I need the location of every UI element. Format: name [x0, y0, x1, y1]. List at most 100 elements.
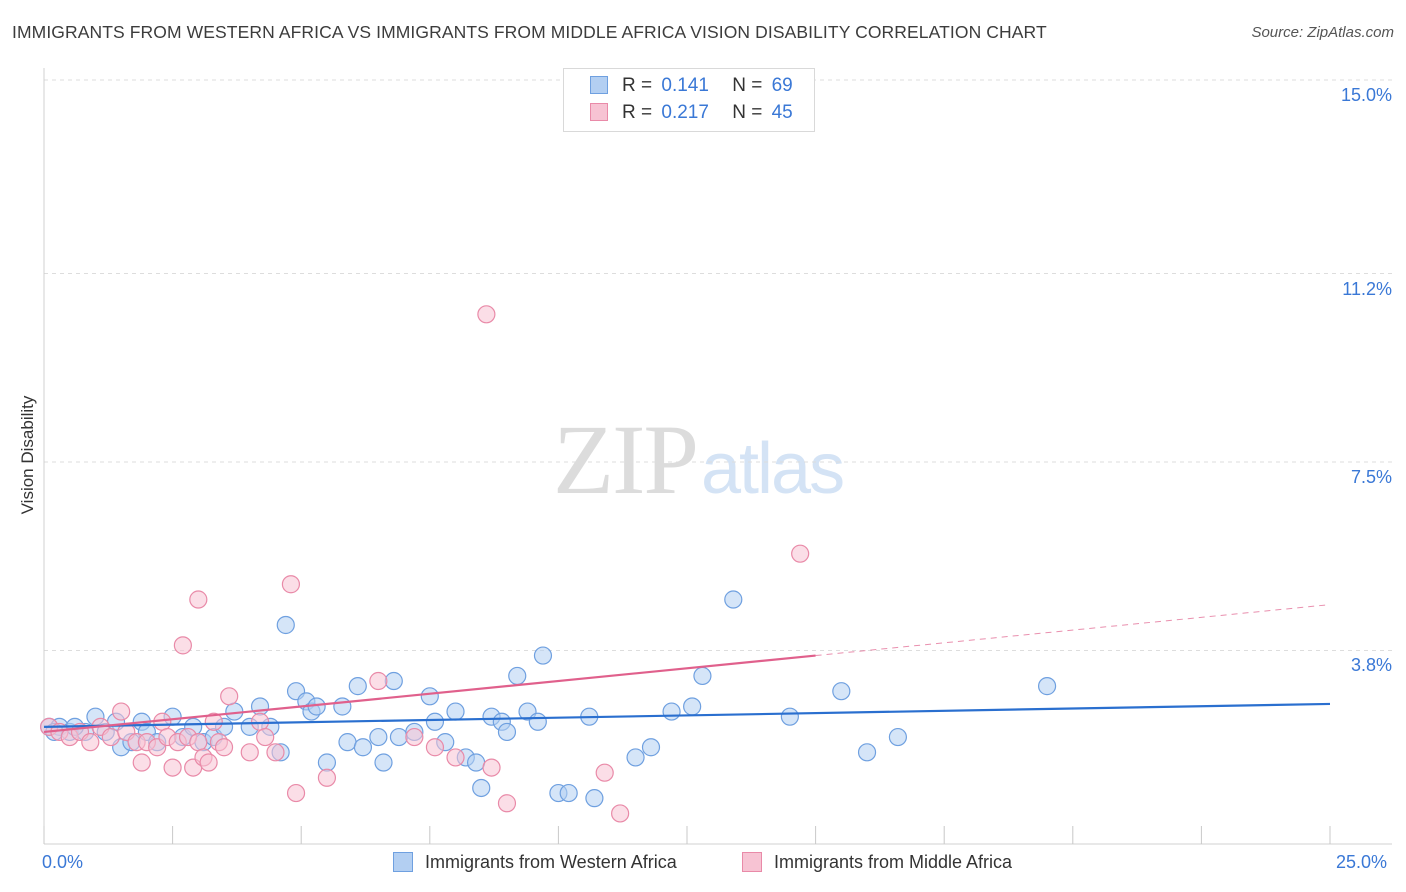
point-western-africa — [250, 697, 270, 716]
bottom-legend-western-africa: Immigrants from Western Africa — [393, 852, 677, 873]
legend-r-value: 0.217 — [661, 102, 709, 123]
point-western-africa — [389, 727, 409, 747]
point-middle-africa — [595, 763, 614, 782]
watermark-atlas: atlas — [701, 429, 845, 509]
bottom-legend-swatch-blue — [393, 852, 413, 872]
legend-r-value: 0.141 — [661, 75, 709, 96]
watermark-zip: ZIP — [553, 404, 699, 515]
point-western-africa — [472, 778, 491, 798]
point-western-africa — [832, 682, 851, 701]
bottom-legend-middle-africa: Immigrants from Middle Africa — [742, 852, 1012, 873]
point-western-africa — [683, 697, 702, 716]
data-points — [40, 305, 1057, 823]
bottom-legend-swatch-pink — [742, 852, 762, 872]
point-western-africa — [662, 702, 681, 721]
point-western-africa — [374, 753, 393, 772]
point-western-africa — [466, 753, 486, 772]
point-western-africa — [533, 646, 553, 665]
point-western-africa — [425, 712, 445, 731]
point-western-africa — [1037, 677, 1057, 696]
point-middle-africa — [204, 712, 223, 731]
legend: R = 0.141 N = 69 R = 0.217 N = 45 — [563, 68, 815, 132]
point-middle-africa — [163, 758, 182, 777]
point-western-africa — [446, 702, 465, 721]
point-middle-africa — [477, 305, 496, 324]
y-tick-label: 15.0% — [1340, 85, 1392, 105]
point-middle-africa — [497, 794, 517, 813]
chart-title: IMMIGRANTS FROM WESTERN AFRICA VS IMMIGR… — [12, 22, 1047, 42]
trend-lines — [43, 604, 1331, 734]
point-western-africa — [641, 738, 661, 757]
legend-swatch-pink — [590, 103, 608, 121]
point-middle-africa — [369, 671, 388, 691]
point-middle-africa — [173, 636, 192, 655]
point-western-africa — [333, 697, 352, 716]
point-middle-africa — [132, 753, 151, 772]
point-middle-africa — [266, 743, 285, 762]
legend-swatch-blue — [590, 76, 608, 94]
point-middle-africa — [425, 738, 445, 757]
point-western-africa — [276, 615, 295, 635]
legend-n-value: 45 — [771, 102, 793, 123]
axes — [43, 68, 1392, 845]
point-middle-africa — [189, 590, 208, 609]
point-middle-africa — [281, 575, 301, 594]
trend-line-middle-africa — [43, 654, 816, 734]
point-western-africa — [353, 738, 373, 757]
point-middle-africa — [214, 738, 234, 757]
source-credit: Source: ZipAtlas.com — [1251, 24, 1394, 41]
legend-n-label: N = — [732, 102, 763, 123]
y-tick-label: 7.5% — [1350, 467, 1392, 487]
x-tick-label-max: 25.0% — [1336, 852, 1388, 872]
legend-n-value: 69 — [771, 75, 793, 96]
legend-r-label: R = — [622, 102, 653, 123]
point-middle-africa — [286, 783, 306, 803]
point-middle-africa — [405, 727, 424, 747]
point-western-africa — [369, 727, 388, 747]
point-western-africa — [497, 722, 517, 742]
watermark: ZIPatlas — [553, 402, 845, 517]
point-western-africa — [420, 687, 439, 706]
point-middle-africa — [81, 733, 100, 752]
bottom-legend-label: Immigrants from Western Africa — [425, 852, 677, 872]
point-western-africa — [317, 753, 337, 772]
point-middle-africa — [220, 687, 239, 706]
point-middle-africa — [189, 733, 208, 752]
point-western-africa — [724, 590, 743, 609]
trend-extension-middle-africa — [815, 604, 1331, 657]
point-middle-africa — [482, 758, 501, 777]
point-western-africa — [348, 677, 367, 696]
point-middle-africa — [250, 712, 270, 731]
point-middle-africa — [112, 702, 131, 721]
point-western-africa — [338, 733, 357, 752]
legend-n-label: N = — [732, 75, 763, 96]
point-western-africa — [693, 666, 712, 686]
point-western-africa — [559, 783, 578, 803]
y-tick-label: 11.2% — [1342, 278, 1392, 299]
point-western-africa — [888, 727, 908, 747]
point-western-africa — [780, 707, 799, 726]
point-middle-africa — [240, 743, 259, 762]
point-western-africa — [528, 712, 547, 731]
legend-row-middle-africa: R = 0.217 N = 45 — [590, 102, 793, 126]
point-western-africa — [508, 666, 527, 686]
x-tick-label-min: 0.0% — [42, 852, 84, 872]
point-middle-africa — [317, 768, 337, 787]
point-middle-africa — [101, 727, 120, 747]
point-middle-africa — [256, 727, 275, 747]
point-western-africa — [626, 748, 645, 767]
point-middle-africa — [791, 544, 810, 563]
legend-r-label: R = — [622, 75, 653, 96]
point-western-africa — [384, 671, 403, 691]
point-middle-africa — [446, 748, 465, 767]
y-tick-label: 3.8% — [1350, 655, 1392, 676]
grid-lines — [44, 79, 1392, 651]
point-middle-africa — [611, 804, 630, 823]
point-middle-africa — [199, 753, 218, 772]
legend-row-western-africa: R = 0.141 N = 69 — [590, 75, 793, 99]
bottom-legend-label: Immigrants from Middle Africa — [774, 852, 1013, 872]
point-western-africa — [585, 789, 604, 808]
trend-line-western-africa — [43, 702, 1331, 728]
point-western-africa — [857, 743, 877, 762]
